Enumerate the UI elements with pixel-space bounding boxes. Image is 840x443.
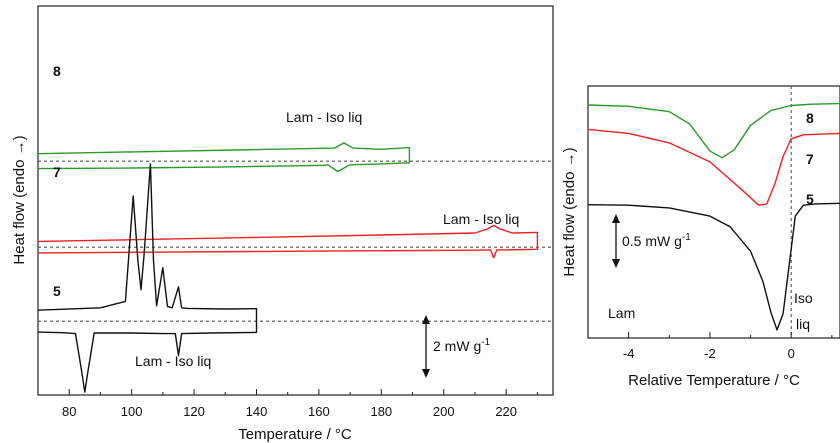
left-x-tick-label: 80 bbox=[62, 404, 76, 419]
left-scale-bar-arrow-up bbox=[422, 315, 430, 324]
right-curve-7 bbox=[587, 128, 840, 206]
left-x-tick-label: 120 bbox=[183, 404, 205, 419]
right-region-label-lam: Lam bbox=[608, 305, 635, 321]
left-x-tick-label: 200 bbox=[433, 404, 455, 419]
left-curves bbox=[37, 142, 539, 393]
right-x-tick-label: -4 bbox=[623, 346, 635, 361]
right-scale-bar-arrow-up bbox=[612, 214, 620, 223]
left-scale-bar-value: 2 mW g bbox=[433, 338, 481, 354]
right-series-label-7: 7 bbox=[806, 151, 814, 167]
right-region-label-liq: liq bbox=[796, 316, 810, 332]
right-curve-8 bbox=[587, 102, 840, 159]
right-scale-bar-label: 0.5 mW g-1 bbox=[622, 232, 691, 249]
left-curve-5 bbox=[37, 163, 258, 393]
right-y-axis-label: Heat flow (endo →) bbox=[561, 147, 578, 276]
left-plot-frame bbox=[37, 5, 554, 396]
right-region-label-iso: Iso bbox=[794, 290, 813, 306]
right-series-label-5: 5 bbox=[806, 191, 814, 207]
left-x-axis-label: Temperature / °C bbox=[238, 426, 352, 443]
right-plot-frame bbox=[587, 85, 840, 339]
left-transition-label-8: Lam - Iso liq bbox=[286, 109, 362, 125]
left-panel: 80 100 120 140 160 180 200 220 8 7 5 Lam - Iso … bbox=[11, 5, 554, 443]
right-series-label-8: 8 bbox=[806, 110, 814, 126]
left-x-tick-label: 100 bbox=[121, 404, 143, 419]
right-scale-bar-exponent: -1 bbox=[682, 232, 691, 243]
left-scale-bar-label: 2 mW g-1 bbox=[433, 337, 491, 354]
left-curve-8 bbox=[37, 142, 411, 173]
right-curve-5 bbox=[587, 202, 840, 331]
right-x-axis-label: Relative Temperature / °C bbox=[628, 372, 800, 389]
left-curve-7 bbox=[37, 224, 539, 259]
left-series-label-8: 8 bbox=[53, 63, 61, 79]
left-y-axis-label: Heat flow (endo →) bbox=[11, 135, 28, 264]
right-panel: -4 -2 0 8 7 5 Lam Iso liq 0.5 mW g-1 Relat… bbox=[561, 85, 840, 389]
left-x-tick-label: 220 bbox=[495, 404, 517, 419]
left-transition-label-5: Lam - Iso liq bbox=[135, 353, 211, 369]
right-x-ticks: -4 -2 0 bbox=[587, 332, 833, 361]
left-scale-bar-arrow-down bbox=[422, 369, 430, 378]
left-x-ticks: 80 100 120 140 160 180 200 220 bbox=[37, 389, 538, 419]
left-x-tick-label: 140 bbox=[246, 404, 268, 419]
left-transition-label-7: Lam - Iso liq bbox=[443, 211, 519, 227]
right-scale-bar-arrow-down bbox=[612, 259, 620, 268]
left-x-tick-label: 180 bbox=[370, 404, 392, 419]
left-series-label-5: 5 bbox=[53, 283, 61, 299]
right-x-tick-label: 0 bbox=[788, 346, 795, 361]
right-curves bbox=[587, 102, 840, 331]
left-scale-bar: 2 mW g-1 bbox=[422, 315, 491, 378]
left-series-label-7: 7 bbox=[53, 164, 61, 180]
right-scale-bar: 0.5 mW g-1 bbox=[612, 214, 691, 268]
left-scale-bar-exponent: -1 bbox=[481, 337, 490, 348]
left-x-tick-label: 160 bbox=[308, 404, 330, 419]
right-x-tick-label: -2 bbox=[704, 346, 716, 361]
right-scale-bar-value: 0.5 mW g bbox=[622, 233, 682, 249]
left-baselines bbox=[38, 160, 553, 322]
